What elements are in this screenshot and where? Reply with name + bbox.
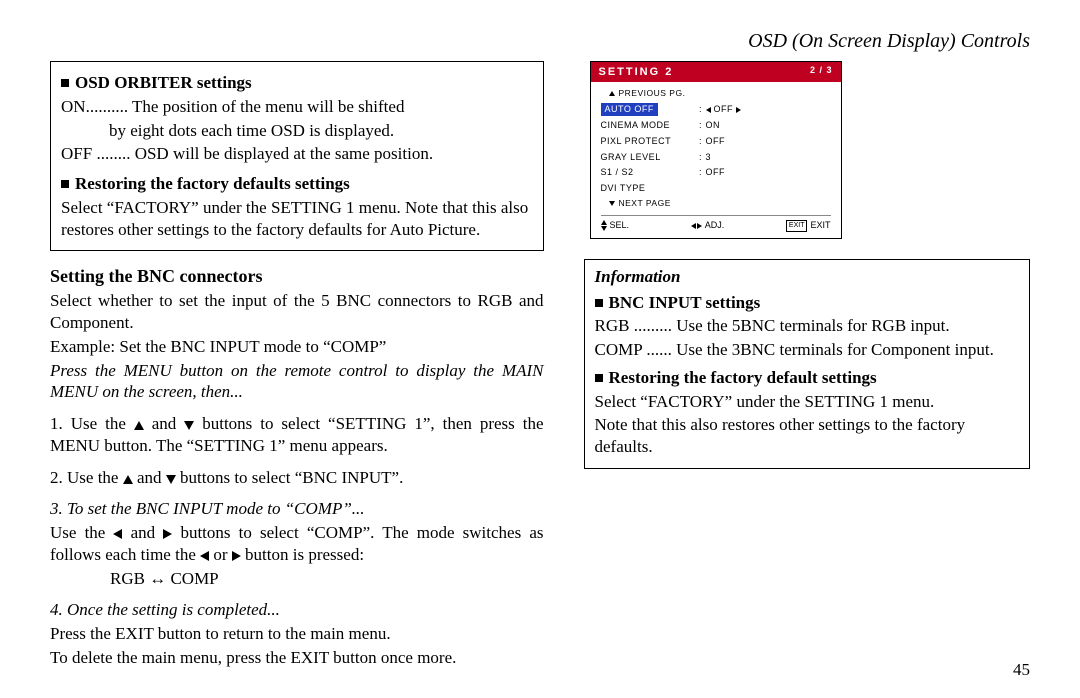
text: ADJ. <box>705 220 725 232</box>
text: or <box>209 545 232 564</box>
bullet-icon <box>61 180 69 188</box>
down-arrow-icon <box>166 475 176 484</box>
text: ...... <box>642 340 676 359</box>
bnc-input-heading: BNC INPUT settings <box>609 293 761 312</box>
right-arrow-icon <box>163 529 172 539</box>
down-arrow-icon <box>184 421 194 430</box>
down-arrow-icon <box>601 226 607 231</box>
osd-row[interactable]: PIXL PROTECT:OFF <box>601 134 831 150</box>
text: and <box>122 523 163 542</box>
osd-body: PREVIOUS PG. AUTO OFF: OFF CINEMA MODE:O… <box>591 82 841 238</box>
down-arrow-icon <box>609 201 615 206</box>
osd-row[interactable]: S1 / S2:OFF <box>601 165 831 181</box>
text: RGB <box>595 316 630 335</box>
step-1: 1. Use the and buttons to select “SETTIN… <box>50 413 544 457</box>
text: Use the 3BNC terminals for Component inp… <box>676 340 994 359</box>
osd-page: 2 / 3 <box>810 65 833 79</box>
text: .......... <box>86 97 132 116</box>
bullet-icon <box>595 374 603 382</box>
text: ON <box>61 97 86 116</box>
step-2: 2. Use the and buttons to select “BNC IN… <box>50 467 544 489</box>
text: Press the EXIT button to return to the m… <box>50 623 544 645</box>
text: Use the 5BNC terminals for RGB input. <box>676 316 949 335</box>
text: ......... <box>629 316 676 335</box>
text: COMP <box>595 340 643 359</box>
step-3-head: 3. To set the BNC INPUT mode to “COMP”..… <box>50 498 544 520</box>
osd-row[interactable]: AUTO OFF: OFF <box>601 101 831 119</box>
right-column: SETTING 2 2 / 3 PREVIOUS PG. AUTO OFF: O… <box>584 61 1031 678</box>
text: NEXT PAGE <box>619 198 671 209</box>
osd-menu: SETTING 2 2 / 3 PREVIOUS PG. AUTO OFF: O… <box>590 61 842 239</box>
text: 1. Use the <box>50 414 134 433</box>
left-arrow-icon <box>200 551 209 561</box>
osd-prev[interactable]: PREVIOUS PG. <box>601 86 831 101</box>
text: SEL. <box>610 220 630 232</box>
left-info-box: OSD ORBITER settings ON.......... The po… <box>50 61 544 251</box>
text: Example: Set the BNC INPUT mode to “COMP… <box>50 336 544 358</box>
text: button is pressed: <box>241 545 364 564</box>
exit-icon: EXIT <box>786 220 808 232</box>
text: Select “FACTORY” under the SETTING 1 men… <box>61 197 533 241</box>
osd-next[interactable]: NEXT PAGE <box>601 196 831 211</box>
step-4-head: 4. Once the setting is completed... <box>50 599 544 621</box>
up-arrow-icon <box>601 220 607 225</box>
left-column: OSD ORBITER settings ON.......... The po… <box>50 61 544 678</box>
osd-row[interactable]: CINEMA MODE:ON <box>601 118 831 134</box>
bullet-icon <box>595 299 603 307</box>
text: and <box>144 414 184 433</box>
text: EXIT <box>810 220 830 232</box>
information-heading: Information <box>595 266 1020 288</box>
osd-title: SETTING 2 <box>599 65 674 79</box>
right-arrow-icon <box>232 551 241 561</box>
text: 2. Use the <box>50 468 123 487</box>
left-arrow-icon <box>691 223 696 229</box>
osd-orbiter-heading: OSD ORBITER settings <box>75 73 252 92</box>
text: The position of the menu will be shifted <box>132 97 404 116</box>
text: OSD will be displayed at the same positi… <box>135 144 433 163</box>
text: Note that this also restores other setti… <box>595 414 1020 458</box>
right-info-box: Information BNC INPUT settings RGB .....… <box>584 259 1031 469</box>
text: ........ <box>92 144 135 163</box>
text: PREVIOUS PG. <box>619 88 686 99</box>
page-header: OSD (On Screen Display) Controls <box>50 30 1030 53</box>
text: Select whether to set the input of the 5… <box>50 290 544 334</box>
bullet-icon <box>61 79 69 87</box>
factory-heading-2: Restoring the factory default settings <box>609 368 877 387</box>
text: by eight dots each time OSD is displayed… <box>109 121 394 140</box>
osd-footer: SEL. ADJ. EXITEXIT <box>601 215 831 232</box>
text: Use the <box>50 523 113 542</box>
text: To delete the main menu, press the EXIT … <box>50 647 544 669</box>
osd-row[interactable]: DVI TYPE <box>601 181 831 197</box>
step-3-body: Use the and buttons to select “COMP”. Th… <box>50 522 544 566</box>
bnc-title: Setting the BNC connectors <box>50 265 544 288</box>
right-arrow-icon <box>697 223 702 229</box>
osd-header: SETTING 2 2 / 3 <box>591 62 841 82</box>
text: buttons to select “BNC INPUT”. <box>176 468 404 487</box>
up-arrow-icon <box>609 91 615 96</box>
text: RGB ↔ COMP <box>50 568 544 590</box>
up-arrow-icon <box>123 475 133 484</box>
up-arrow-icon <box>134 421 144 430</box>
factory-heading: Restoring the factory defaults settings <box>75 174 350 193</box>
osd-row[interactable]: GRAY LEVEL:3 <box>601 150 831 166</box>
text: and <box>133 468 166 487</box>
page-number: 45 <box>1013 660 1030 680</box>
text: Select “FACTORY” under the SETTING 1 men… <box>595 391 1020 413</box>
text: OFF <box>61 144 92 163</box>
text: Press the MENU button on the remote cont… <box>50 360 544 404</box>
